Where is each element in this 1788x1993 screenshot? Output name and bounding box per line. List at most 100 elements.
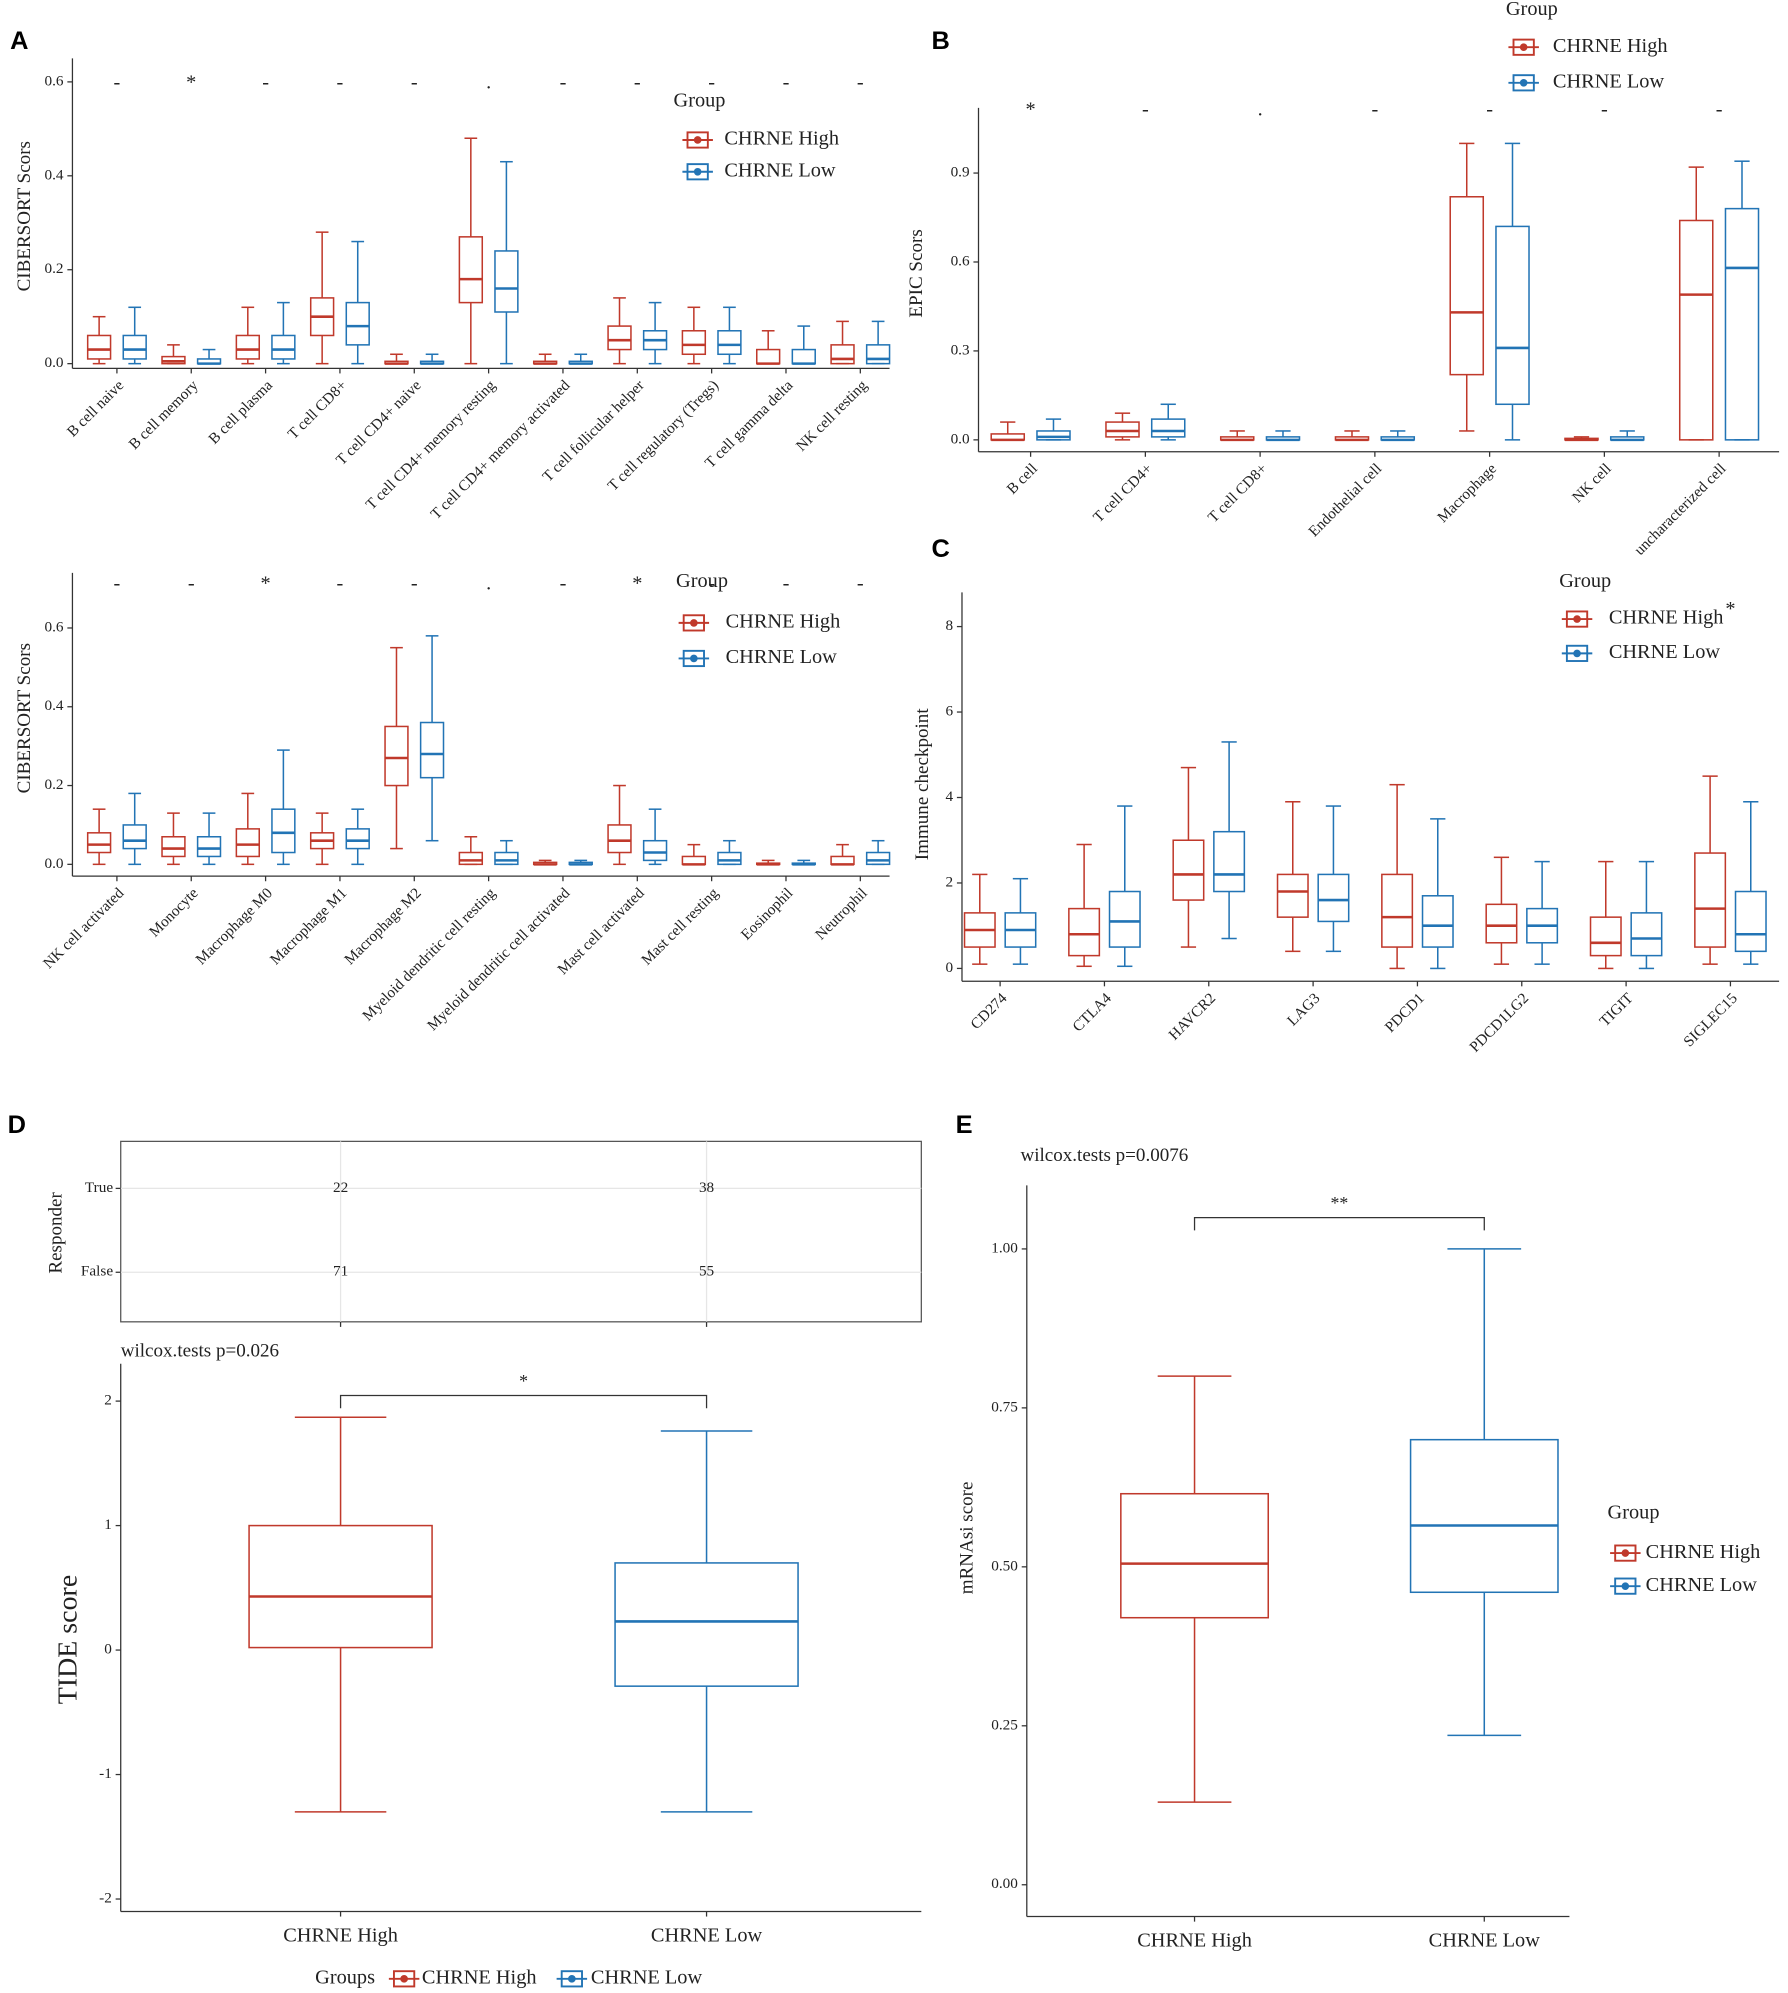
x-tick-label: Myeloid dendritic cell resting: [359, 884, 499, 1024]
significance-label: -: [1716, 98, 1723, 120]
significance-label: -: [634, 72, 641, 94]
legend-key-dot: [690, 654, 698, 663]
box: [1495, 225, 1530, 406]
box: [1678, 219, 1714, 441]
box: [830, 344, 855, 365]
y-tick-label: 2: [945, 873, 953, 890]
significance-label: .: [486, 72, 491, 94]
bracket: [339, 1394, 708, 1409]
significance-label: -: [783, 72, 790, 94]
x-tick-label: Mast cell resting: [638, 884, 722, 968]
legend-label: CHRNE Low: [591, 1966, 703, 1988]
legend-title: Group: [676, 570, 728, 592]
y-tick-label: 0.2: [44, 776, 63, 793]
x-tick-label: T cell CD4+ memory activated: [427, 377, 573, 523]
box: [345, 828, 370, 850]
legend-label: CHRNE High: [1609, 607, 1724, 629]
x-tick-label: CHRNE Low: [651, 1925, 763, 1947]
significance-label: -: [337, 72, 344, 94]
x-tick-label: Eosinophil: [738, 885, 797, 944]
box: [865, 851, 891, 866]
significance-label: .: [486, 572, 491, 594]
box: [1120, 1492, 1270, 1619]
x-tick-label: SIGLEC15: [1680, 990, 1741, 1051]
legend-key-dot: [568, 1975, 576, 1983]
y-axis-title: CIBERSORT Scors: [14, 643, 35, 793]
significance-label: -: [857, 572, 864, 594]
legend-label: CHRNE High: [422, 1966, 537, 1988]
bracket: [1193, 1216, 1485, 1231]
significance-label: *: [186, 72, 196, 94]
legend-title: Group: [1608, 1501, 1660, 1523]
y-axis-title: CIBERSORT Scors: [14, 141, 35, 291]
box: [1734, 890, 1767, 953]
panel-label: B: [931, 27, 949, 55]
x-tick-label: Macrophage M1: [267, 885, 351, 969]
x-tick-label: T cell CD4+ memory resting: [363, 377, 500, 514]
y-tick-label: 0.75: [991, 1398, 1018, 1415]
y-axis-title: EPIC Scors: [906, 229, 927, 317]
annotation: wilcox.tests p=0.0076: [1020, 1145, 1188, 1166]
x-tick-label: Macrophage M2: [341, 885, 425, 969]
x-tick-label: NK cell resting: [793, 377, 871, 455]
y-tick-label: 0.0: [44, 354, 63, 371]
x-tick-label: PDCD1LG2: [1466, 990, 1532, 1056]
box: [458, 851, 484, 866]
box: [1172, 839, 1205, 901]
x-tick-label: NK cell: [1569, 460, 1615, 506]
box: [235, 828, 261, 858]
box: [607, 325, 632, 351]
box: [384, 725, 409, 787]
row-label: False: [81, 1263, 113, 1280]
significance-label: *: [632, 572, 642, 594]
y-tick-label: 0.50: [991, 1557, 1018, 1574]
x-tick-label: CTLA4: [1069, 990, 1115, 1036]
count: 22: [333, 1179, 348, 1196]
y-tick-label: 0.00: [991, 1875, 1018, 1892]
panel-label: A: [10, 27, 28, 55]
x-tick-label: PDCD1: [1382, 990, 1428, 1036]
legend-key-dot: [690, 619, 698, 627]
box: [791, 348, 816, 365]
box: [717, 851, 742, 866]
bracket-label: **: [1331, 1193, 1349, 1213]
legend-label: CHRNE Low: [1646, 1574, 1758, 1596]
panel-label: D: [8, 1111, 26, 1139]
y-tick-label: 0.6: [44, 72, 63, 89]
significance-label: -: [1142, 98, 1149, 120]
box: [755, 348, 781, 365]
y-tick-label: 0.2: [44, 260, 63, 277]
x-tick-label: TIGIT: [1596, 989, 1637, 1030]
legend-label: CHRNE High: [726, 611, 841, 633]
x-tick-label: CHRNE Low: [1429, 1930, 1541, 1952]
legend-label: CHRNE High: [1553, 35, 1668, 57]
box: [1381, 873, 1414, 948]
significance-label: *: [261, 572, 271, 594]
box: [86, 832, 112, 854]
legend-key-dot: [400, 1975, 408, 1983]
y-tick-label: 0.6: [44, 618, 63, 635]
legend-key-dot: [1621, 1582, 1630, 1590]
box: [196, 835, 222, 858]
count: 38: [699, 1179, 715, 1196]
y-tick-label: 0.0: [44, 855, 63, 872]
y-tick-label: 0.6: [951, 252, 970, 269]
x-tick-label: LAG3: [1284, 990, 1324, 1030]
significance-label: *: [1026, 98, 1036, 120]
table-frame: [120, 1140, 922, 1323]
y-axis-title: Responder: [46, 1191, 67, 1273]
box: [1694, 852, 1727, 948]
y-tick-label: 0.4: [44, 166, 63, 183]
box: [1421, 895, 1454, 948]
bracket-label: *: [519, 1371, 528, 1391]
significance-label: -: [188, 572, 195, 594]
significance-label: -: [114, 572, 121, 594]
legend-label: CHRNE Low: [724, 159, 836, 181]
y-axis-title: Immune checkpoint: [912, 708, 933, 861]
box: [161, 835, 186, 858]
y-tick-label: 0.9: [951, 164, 970, 181]
box: [1449, 196, 1485, 376]
box: [1213, 830, 1246, 893]
box: [1036, 430, 1071, 441]
